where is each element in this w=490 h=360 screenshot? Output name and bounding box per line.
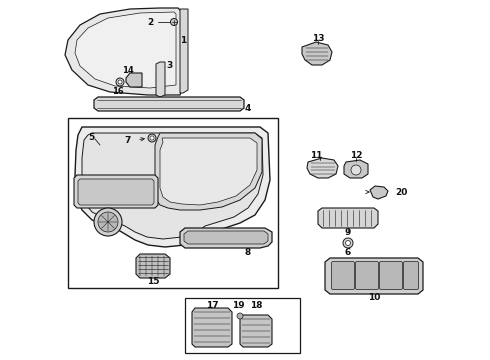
Text: 8: 8	[245, 248, 251, 257]
Polygon shape	[65, 8, 182, 95]
Text: 3: 3	[166, 60, 172, 69]
Text: 10: 10	[368, 293, 380, 302]
Circle shape	[118, 80, 122, 84]
Circle shape	[116, 78, 124, 86]
Polygon shape	[155, 133, 262, 210]
Circle shape	[351, 165, 361, 175]
Polygon shape	[302, 42, 332, 65]
FancyBboxPatch shape	[185, 298, 300, 353]
Text: 14: 14	[122, 66, 134, 75]
Text: 20: 20	[395, 188, 407, 197]
Polygon shape	[180, 228, 272, 248]
Polygon shape	[75, 127, 270, 247]
Polygon shape	[156, 62, 165, 97]
Polygon shape	[307, 158, 338, 178]
Polygon shape	[126, 73, 142, 87]
Text: 1: 1	[180, 36, 186, 45]
FancyBboxPatch shape	[403, 261, 418, 289]
Polygon shape	[370, 186, 388, 199]
Polygon shape	[192, 308, 232, 347]
Circle shape	[94, 208, 122, 236]
Text: 12: 12	[350, 150, 362, 159]
Polygon shape	[160, 138, 257, 205]
Circle shape	[98, 212, 118, 232]
Circle shape	[148, 134, 156, 142]
FancyBboxPatch shape	[356, 261, 378, 289]
Text: 11: 11	[310, 150, 322, 159]
Polygon shape	[74, 175, 158, 208]
Polygon shape	[344, 160, 368, 178]
Text: 15: 15	[147, 278, 159, 287]
Polygon shape	[184, 231, 268, 244]
Polygon shape	[180, 9, 188, 93]
Text: 18: 18	[250, 301, 262, 310]
Text: 17: 17	[206, 301, 219, 310]
Text: 6: 6	[345, 248, 351, 257]
Polygon shape	[94, 97, 244, 111]
Polygon shape	[78, 179, 154, 205]
Text: 19: 19	[232, 301, 245, 310]
Text: 4: 4	[245, 104, 251, 113]
Polygon shape	[325, 258, 423, 294]
Text: 7: 7	[125, 135, 131, 144]
Text: 2: 2	[147, 18, 153, 27]
Circle shape	[237, 313, 243, 319]
Text: 5: 5	[88, 132, 94, 141]
Circle shape	[345, 240, 350, 246]
FancyBboxPatch shape	[332, 261, 354, 289]
Text: 16: 16	[112, 86, 124, 95]
Polygon shape	[75, 12, 176, 88]
Polygon shape	[136, 254, 170, 278]
FancyBboxPatch shape	[68, 118, 278, 288]
Text: 13: 13	[312, 33, 324, 42]
Polygon shape	[318, 208, 378, 228]
FancyBboxPatch shape	[379, 261, 402, 289]
Polygon shape	[240, 315, 272, 347]
Circle shape	[171, 18, 177, 26]
Text: 9: 9	[345, 228, 351, 237]
Circle shape	[150, 136, 154, 140]
Circle shape	[343, 238, 353, 248]
Polygon shape	[82, 133, 263, 239]
